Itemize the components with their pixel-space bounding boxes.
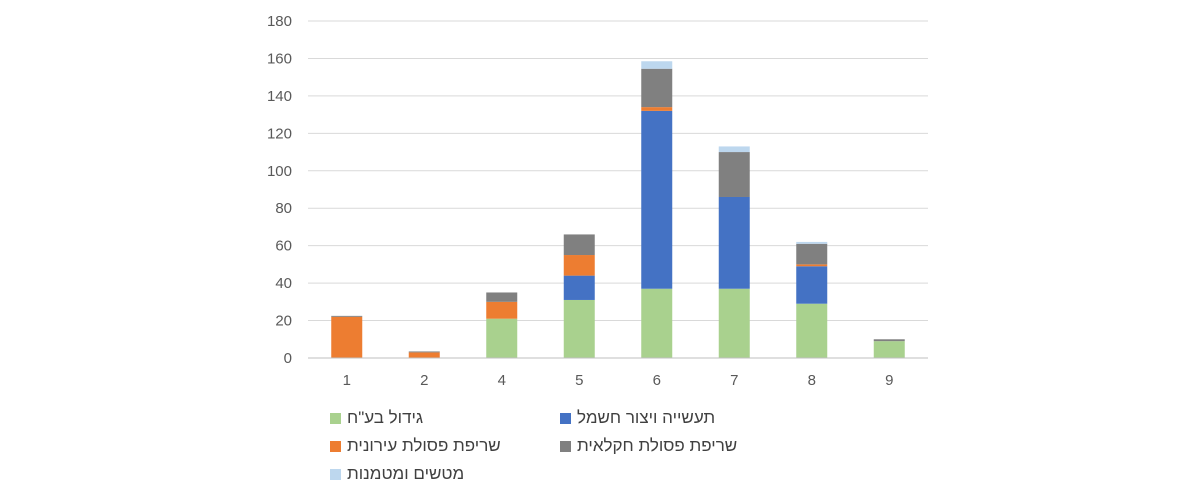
bar-segment <box>408 352 440 358</box>
y-tick-label: 160 <box>267 50 292 67</box>
legend-item-livestock: גידול בע"ח <box>330 404 560 432</box>
bar-segment <box>718 152 750 197</box>
y-tick-label: 40 <box>275 275 292 292</box>
x-tick-label: 5 <box>575 372 583 389</box>
x-tick-label: 1 <box>343 372 351 389</box>
bar-segment <box>873 339 905 342</box>
bar-segment <box>718 288 750 358</box>
bar-segment <box>563 255 595 276</box>
legend-swatch <box>330 468 341 480</box>
bar-segment <box>641 107 673 111</box>
x-tick-label: 4 <box>498 372 506 389</box>
x-tick-label: 6 <box>653 372 661 389</box>
bar-segment <box>796 264 828 267</box>
y-tick-label: 120 <box>267 125 292 142</box>
bar-segment <box>641 68 673 108</box>
y-tick-label: 0 <box>284 350 292 367</box>
bar-segment <box>563 275 595 300</box>
bar-segment <box>796 243 828 265</box>
legend-item-agri-waste: שריפת פסולת חקלאית <box>560 432 770 460</box>
legend-label: מטשים ומטמנות <box>347 464 465 483</box>
legend: גידול בע"ח תעשייה ויצור חשמל שריפת פסולת… <box>330 404 770 496</box>
bar-segment <box>873 341 905 358</box>
x-tick-label: 2 <box>420 372 428 389</box>
y-tick-label: 60 <box>275 238 292 255</box>
bar-segment <box>563 299 595 358</box>
x-tick-label: 9 <box>885 372 893 389</box>
x-tick-label: 7 <box>730 372 738 389</box>
bar-segment <box>486 301 518 319</box>
bar-segment <box>486 318 518 358</box>
y-tick-label: 140 <box>267 88 292 105</box>
bar-segment <box>563 234 595 256</box>
bar-segment <box>796 303 828 358</box>
legend-label: שריפת פסולת עירונית <box>347 436 501 455</box>
bar-segment <box>641 61 673 69</box>
bar-segment <box>796 266 828 304</box>
legend-label: תעשייה ויצור חשמל <box>577 408 716 427</box>
legend-label: שריפת פסולת חקלאית <box>577 436 738 455</box>
legend-item-urban-waste: שריפת פסולת עירונית <box>330 432 560 460</box>
bar-segment <box>331 316 363 358</box>
legend-swatch <box>330 412 341 424</box>
y-tick-label: 80 <box>275 200 292 217</box>
y-tick-label: 180 <box>267 13 292 30</box>
stacked-bar-chart: 0 20 40 60 80 100 120 140 160 180 1 2 4 5 6 7 8 9 <box>267 13 928 389</box>
legend-label: גידול בע"ח <box>347 408 424 427</box>
y-tick-label: 100 <box>267 163 292 180</box>
bar-segment <box>641 288 673 358</box>
bar-segment <box>796 241 828 244</box>
bar-segment <box>641 110 673 289</box>
legend-swatch <box>560 440 571 452</box>
bar-segment <box>408 351 440 353</box>
legend-swatch <box>560 412 571 424</box>
bar-segment <box>486 292 518 302</box>
x-tick-label: 8 <box>808 372 816 389</box>
legend-item-landfills: מטשים ומטמנות <box>330 460 560 488</box>
bar-segment <box>331 315 363 317</box>
y-tick-label: 20 <box>275 313 292 330</box>
legend-swatch <box>330 440 341 452</box>
bar-segment <box>718 146 750 153</box>
legend-item-industry: תעשייה ויצור חשמל <box>560 404 770 432</box>
bar-segment <box>718 196 750 289</box>
